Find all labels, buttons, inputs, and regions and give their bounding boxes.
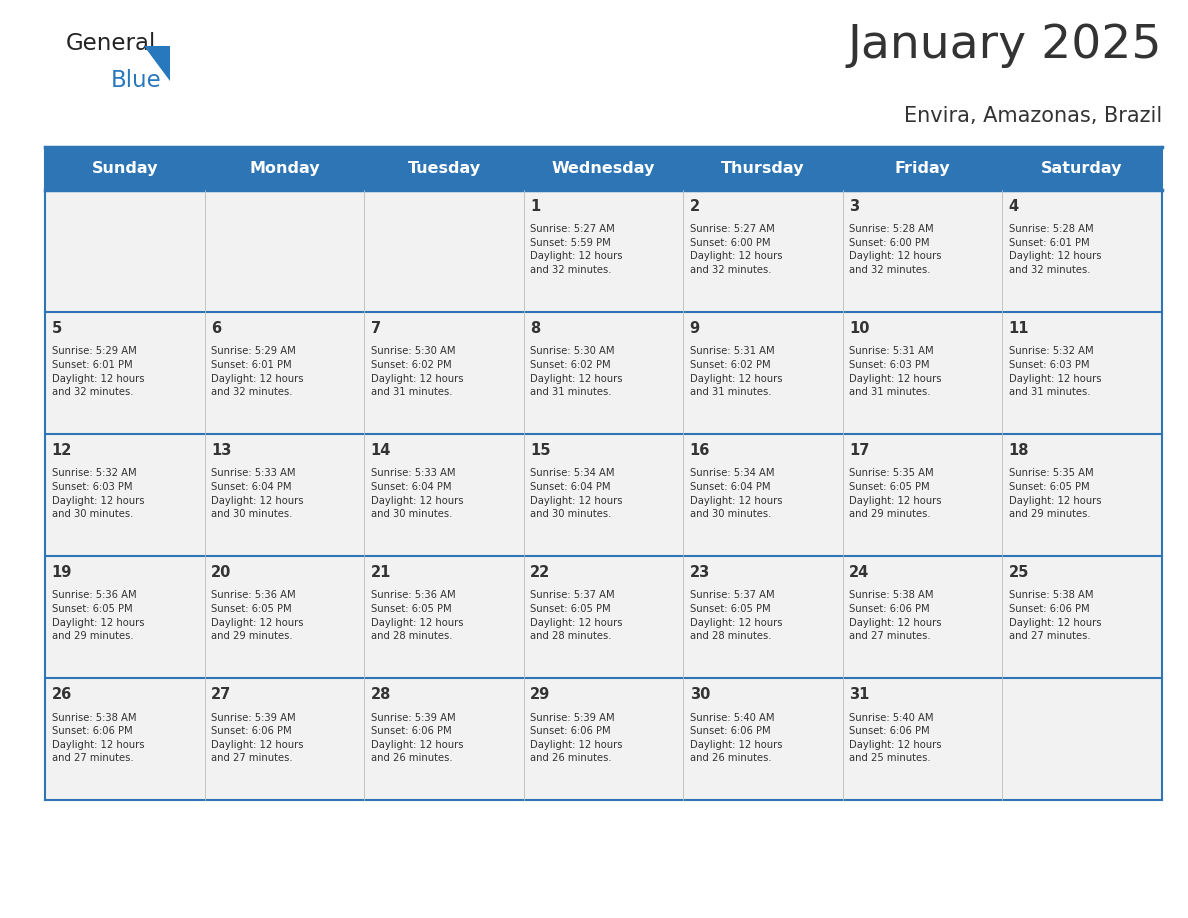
Text: 3: 3 — [849, 198, 859, 214]
Bar — [45, 312, 1162, 434]
Text: 16: 16 — [690, 442, 710, 458]
Text: Thursday: Thursday — [721, 161, 804, 176]
Text: Sunrise: 5:35 AM
Sunset: 6:05 PM
Daylight: 12 hours
and 29 minutes.: Sunrise: 5:35 AM Sunset: 6:05 PM Dayligh… — [1009, 468, 1101, 520]
Text: Sunrise: 5:40 AM
Sunset: 6:06 PM
Daylight: 12 hours
and 26 minutes.: Sunrise: 5:40 AM Sunset: 6:06 PM Dayligh… — [690, 712, 782, 764]
Text: 22: 22 — [530, 565, 550, 580]
Bar — [45, 147, 1162, 190]
Text: 21: 21 — [371, 565, 391, 580]
Text: 14: 14 — [371, 442, 391, 458]
Text: Sunrise: 5:31 AM
Sunset: 6:03 PM
Daylight: 12 hours
and 31 minutes.: Sunrise: 5:31 AM Sunset: 6:03 PM Dayligh… — [849, 346, 942, 397]
Text: 24: 24 — [849, 565, 870, 580]
Text: Sunrise: 5:30 AM
Sunset: 6:02 PM
Daylight: 12 hours
and 31 minutes.: Sunrise: 5:30 AM Sunset: 6:02 PM Dayligh… — [371, 346, 463, 397]
Text: January 2025: January 2025 — [847, 23, 1162, 68]
Text: 11: 11 — [1009, 320, 1029, 336]
Text: 15: 15 — [530, 442, 550, 458]
Text: Sunrise: 5:31 AM
Sunset: 6:02 PM
Daylight: 12 hours
and 31 minutes.: Sunrise: 5:31 AM Sunset: 6:02 PM Dayligh… — [690, 346, 782, 397]
Text: Sunrise: 5:40 AM
Sunset: 6:06 PM
Daylight: 12 hours
and 25 minutes.: Sunrise: 5:40 AM Sunset: 6:06 PM Dayligh… — [849, 712, 942, 764]
Text: 31: 31 — [849, 687, 870, 702]
Text: Sunrise: 5:33 AM
Sunset: 6:04 PM
Daylight: 12 hours
and 30 minutes.: Sunrise: 5:33 AM Sunset: 6:04 PM Dayligh… — [211, 468, 304, 520]
Text: Wednesday: Wednesday — [551, 161, 656, 176]
Text: Sunrise: 5:29 AM
Sunset: 6:01 PM
Daylight: 12 hours
and 32 minutes.: Sunrise: 5:29 AM Sunset: 6:01 PM Dayligh… — [51, 346, 144, 397]
Bar — [45, 678, 1162, 800]
Text: 19: 19 — [51, 565, 72, 580]
Text: 5: 5 — [51, 320, 62, 336]
Text: 26: 26 — [51, 687, 71, 702]
Text: 17: 17 — [849, 442, 870, 458]
Polygon shape — [144, 46, 170, 81]
Text: Sunrise: 5:27 AM
Sunset: 6:00 PM
Daylight: 12 hours
and 32 minutes.: Sunrise: 5:27 AM Sunset: 6:00 PM Dayligh… — [690, 224, 782, 275]
Text: 23: 23 — [690, 565, 710, 580]
Text: Sunrise: 5:38 AM
Sunset: 6:06 PM
Daylight: 12 hours
and 27 minutes.: Sunrise: 5:38 AM Sunset: 6:06 PM Dayligh… — [51, 712, 144, 764]
Text: Blue: Blue — [110, 69, 162, 92]
Text: 7: 7 — [371, 320, 380, 336]
Text: Sunrise: 5:38 AM
Sunset: 6:06 PM
Daylight: 12 hours
and 27 minutes.: Sunrise: 5:38 AM Sunset: 6:06 PM Dayligh… — [849, 590, 942, 642]
Text: Sunrise: 5:33 AM
Sunset: 6:04 PM
Daylight: 12 hours
and 30 minutes.: Sunrise: 5:33 AM Sunset: 6:04 PM Dayligh… — [371, 468, 463, 520]
Text: Sunday: Sunday — [91, 161, 158, 176]
Text: Envira, Amazonas, Brazil: Envira, Amazonas, Brazil — [904, 106, 1162, 126]
Text: Sunrise: 5:34 AM
Sunset: 6:04 PM
Daylight: 12 hours
and 30 minutes.: Sunrise: 5:34 AM Sunset: 6:04 PM Dayligh… — [530, 468, 623, 520]
Bar — [45, 434, 1162, 556]
Text: Tuesday: Tuesday — [407, 161, 480, 176]
Text: Sunrise: 5:32 AM
Sunset: 6:03 PM
Daylight: 12 hours
and 31 minutes.: Sunrise: 5:32 AM Sunset: 6:03 PM Dayligh… — [1009, 346, 1101, 397]
Text: Sunrise: 5:28 AM
Sunset: 6:00 PM
Daylight: 12 hours
and 32 minutes.: Sunrise: 5:28 AM Sunset: 6:00 PM Dayligh… — [849, 224, 942, 275]
Text: Sunrise: 5:32 AM
Sunset: 6:03 PM
Daylight: 12 hours
and 30 minutes.: Sunrise: 5:32 AM Sunset: 6:03 PM Dayligh… — [51, 468, 144, 520]
Text: Sunrise: 5:39 AM
Sunset: 6:06 PM
Daylight: 12 hours
and 27 minutes.: Sunrise: 5:39 AM Sunset: 6:06 PM Dayligh… — [211, 712, 304, 764]
Text: Sunrise: 5:38 AM
Sunset: 6:06 PM
Daylight: 12 hours
and 27 minutes.: Sunrise: 5:38 AM Sunset: 6:06 PM Dayligh… — [1009, 590, 1101, 642]
Text: 27: 27 — [211, 687, 232, 702]
Text: Sunrise: 5:36 AM
Sunset: 6:05 PM
Daylight: 12 hours
and 29 minutes.: Sunrise: 5:36 AM Sunset: 6:05 PM Dayligh… — [51, 590, 144, 642]
Text: 28: 28 — [371, 687, 391, 702]
Text: Sunrise: 5:29 AM
Sunset: 6:01 PM
Daylight: 12 hours
and 32 minutes.: Sunrise: 5:29 AM Sunset: 6:01 PM Dayligh… — [211, 346, 304, 397]
Text: General: General — [65, 32, 156, 55]
Text: 9: 9 — [690, 320, 700, 336]
Text: Monday: Monday — [249, 161, 320, 176]
Text: Sunrise: 5:30 AM
Sunset: 6:02 PM
Daylight: 12 hours
and 31 minutes.: Sunrise: 5:30 AM Sunset: 6:02 PM Dayligh… — [530, 346, 623, 397]
Text: 1: 1 — [530, 198, 541, 214]
Text: 30: 30 — [690, 687, 710, 702]
Text: 25: 25 — [1009, 565, 1029, 580]
Text: 29: 29 — [530, 687, 550, 702]
Text: Friday: Friday — [895, 161, 950, 176]
Text: Saturday: Saturday — [1042, 161, 1123, 176]
Text: 4: 4 — [1009, 198, 1019, 214]
Text: Sunrise: 5:37 AM
Sunset: 6:05 PM
Daylight: 12 hours
and 28 minutes.: Sunrise: 5:37 AM Sunset: 6:05 PM Dayligh… — [690, 590, 782, 642]
Text: Sunrise: 5:36 AM
Sunset: 6:05 PM
Daylight: 12 hours
and 29 minutes.: Sunrise: 5:36 AM Sunset: 6:05 PM Dayligh… — [211, 590, 304, 642]
Text: Sunrise: 5:27 AM
Sunset: 5:59 PM
Daylight: 12 hours
and 32 minutes.: Sunrise: 5:27 AM Sunset: 5:59 PM Dayligh… — [530, 224, 623, 275]
Text: Sunrise: 5:28 AM
Sunset: 6:01 PM
Daylight: 12 hours
and 32 minutes.: Sunrise: 5:28 AM Sunset: 6:01 PM Dayligh… — [1009, 224, 1101, 275]
Bar — [45, 556, 1162, 678]
Text: 8: 8 — [530, 320, 541, 336]
Text: 6: 6 — [211, 320, 221, 336]
Bar — [45, 190, 1162, 312]
Text: 20: 20 — [211, 565, 232, 580]
Text: 18: 18 — [1009, 442, 1029, 458]
Text: Sunrise: 5:34 AM
Sunset: 6:04 PM
Daylight: 12 hours
and 30 minutes.: Sunrise: 5:34 AM Sunset: 6:04 PM Dayligh… — [690, 468, 782, 520]
Text: 12: 12 — [51, 442, 72, 458]
Text: 2: 2 — [690, 198, 700, 214]
Text: Sunrise: 5:39 AM
Sunset: 6:06 PM
Daylight: 12 hours
and 26 minutes.: Sunrise: 5:39 AM Sunset: 6:06 PM Dayligh… — [371, 712, 463, 764]
Text: Sunrise: 5:35 AM
Sunset: 6:05 PM
Daylight: 12 hours
and 29 minutes.: Sunrise: 5:35 AM Sunset: 6:05 PM Dayligh… — [849, 468, 942, 520]
Text: 10: 10 — [849, 320, 870, 336]
Text: Sunrise: 5:36 AM
Sunset: 6:05 PM
Daylight: 12 hours
and 28 minutes.: Sunrise: 5:36 AM Sunset: 6:05 PM Dayligh… — [371, 590, 463, 642]
Text: Sunrise: 5:37 AM
Sunset: 6:05 PM
Daylight: 12 hours
and 28 minutes.: Sunrise: 5:37 AM Sunset: 6:05 PM Dayligh… — [530, 590, 623, 642]
Text: 13: 13 — [211, 442, 232, 458]
Text: Sunrise: 5:39 AM
Sunset: 6:06 PM
Daylight: 12 hours
and 26 minutes.: Sunrise: 5:39 AM Sunset: 6:06 PM Dayligh… — [530, 712, 623, 764]
